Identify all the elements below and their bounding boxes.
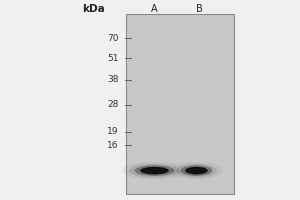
- Text: A: A: [151, 4, 158, 14]
- Ellipse shape: [122, 162, 187, 179]
- Text: B: B: [196, 4, 203, 14]
- Ellipse shape: [181, 165, 212, 176]
- Text: 19: 19: [107, 127, 118, 136]
- Ellipse shape: [140, 167, 169, 174]
- Text: 28: 28: [107, 100, 118, 109]
- Text: 70: 70: [107, 34, 118, 43]
- Text: 51: 51: [107, 54, 118, 63]
- Ellipse shape: [185, 167, 208, 174]
- Ellipse shape: [135, 165, 175, 176]
- Ellipse shape: [129, 164, 180, 177]
- Text: 16: 16: [107, 141, 118, 150]
- Bar: [126, 14, 234, 194]
- Text: kDa: kDa: [82, 4, 105, 14]
- Text: 38: 38: [107, 75, 118, 84]
- Ellipse shape: [171, 162, 222, 179]
- Ellipse shape: [176, 164, 217, 177]
